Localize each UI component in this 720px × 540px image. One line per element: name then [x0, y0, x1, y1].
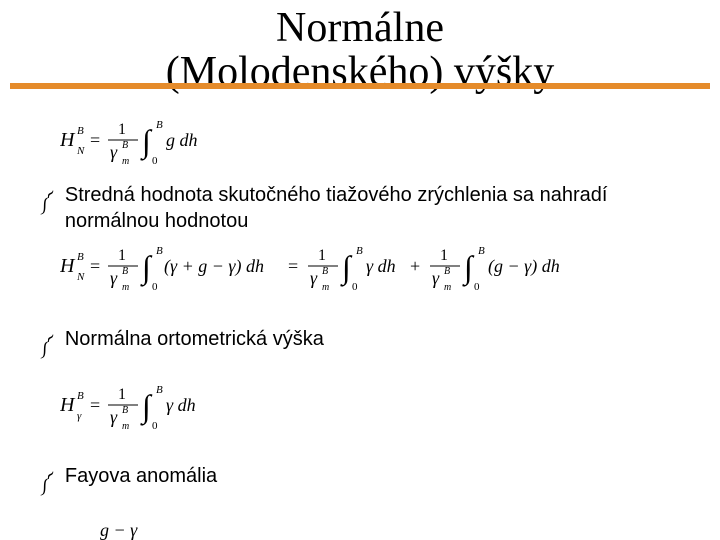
svg-text:1: 1 — [318, 247, 326, 264]
svg-text:B: B — [322, 266, 328, 277]
svg-text:γ: γ — [432, 268, 440, 288]
svg-text:B: B — [156, 384, 163, 396]
slide-title-wrap: Normálne (Molodenského) výšky — [0, 6, 720, 94]
svg-text:γ dh: γ dh — [366, 256, 396, 276]
svg-text:H: H — [60, 394, 76, 416]
svg-text:γ dh: γ dh — [166, 395, 196, 415]
formula-3: H B γ = 1 γ B m ∫ B 0 γ dh — [60, 379, 680, 431]
f1-denom-sup: B — [122, 140, 128, 151]
svg-text:B: B — [356, 245, 363, 257]
svg-text:B: B — [444, 266, 450, 277]
f1-denom-sub: m — [122, 156, 129, 166]
svg-text:1: 1 — [118, 386, 126, 403]
svg-text:1: 1 — [118, 247, 126, 264]
svg-text:N: N — [76, 271, 85, 283]
f1-denom-var: γ — [110, 142, 118, 162]
svg-text:B: B — [122, 405, 128, 416]
svg-text:+: + — [410, 256, 420, 276]
slide-title-line1: Normálne — [0, 6, 720, 50]
bullet-text-2: Normálna ortometrická výška — [65, 326, 324, 352]
slide-content: H B N = 1 γ B m ∫ B 0 g dh ༼ Stredná hod… — [40, 108, 680, 540]
bullet-glyph-icon: ༼ — [40, 465, 53, 510]
svg-text:B: B — [478, 245, 485, 257]
formula-2: H B N = 1 γ B m ∫ B 0 (γ + g − γ) dh = 1… — [60, 240, 680, 294]
f1-int-to: B — [156, 119, 163, 131]
svg-text:=: = — [90, 395, 100, 415]
svg-text:1: 1 — [118, 121, 126, 138]
svg-text:=: = — [90, 130, 100, 150]
f1-lhs-sub: N — [76, 145, 85, 157]
title-underline — [10, 83, 710, 89]
svg-text:0: 0 — [474, 281, 480, 293]
svg-text:0: 0 — [352, 281, 358, 293]
bullet-text-3: Fayova anomália — [65, 463, 217, 489]
bullet-item-2: ༼ Normálna ortometrická výška — [40, 326, 680, 373]
svg-text:B: B — [77, 251, 84, 263]
svg-text:=: = — [90, 256, 100, 276]
svg-text:m: m — [322, 282, 329, 293]
svg-text:=: = — [288, 256, 298, 276]
bullet-glyph-icon: ༼ — [40, 328, 53, 373]
formula-4: g − γ — [100, 520, 680, 540]
svg-text:1: 1 — [440, 247, 448, 264]
svg-text:B: B — [77, 390, 84, 402]
svg-text:γ: γ — [110, 268, 118, 288]
svg-text:B: B — [156, 245, 163, 257]
svg-text:B: B — [122, 266, 128, 277]
svg-text:H: H — [60, 255, 76, 277]
svg-text:(g − γ) dh: (g − γ) dh — [488, 256, 560, 277]
svg-text:0: 0 — [152, 420, 158, 431]
f1-lhs-sup: B — [77, 125, 84, 137]
bullet-glyph-icon: ༼ — [40, 184, 53, 229]
bullet-text-1: Stredná hodnota skutočného tiažového zrý… — [65, 182, 680, 234]
f1-integrand: g dh — [166, 130, 198, 150]
svg-text:m: m — [444, 282, 451, 293]
svg-text:m: m — [122, 421, 129, 431]
bullet-item-3: ༼ Fayova anomália — [40, 463, 680, 510]
svg-text:γ: γ — [77, 410, 82, 422]
bullet-item-1: ༼ Stredná hodnota skutočného tiažového z… — [40, 182, 680, 234]
svg-text:γ: γ — [110, 407, 118, 427]
svg-text:m: m — [122, 282, 129, 293]
formula-1: H B N = 1 γ B m ∫ B 0 g dh — [60, 114, 680, 166]
svg-text:0: 0 — [152, 281, 158, 293]
svg-text:(γ + g − γ) dh: (γ + g − γ) dh — [164, 256, 264, 277]
svg-text:γ: γ — [310, 268, 318, 288]
f1-int-from: 0 — [152, 155, 158, 166]
f1-lhs-var: H — [60, 129, 76, 151]
